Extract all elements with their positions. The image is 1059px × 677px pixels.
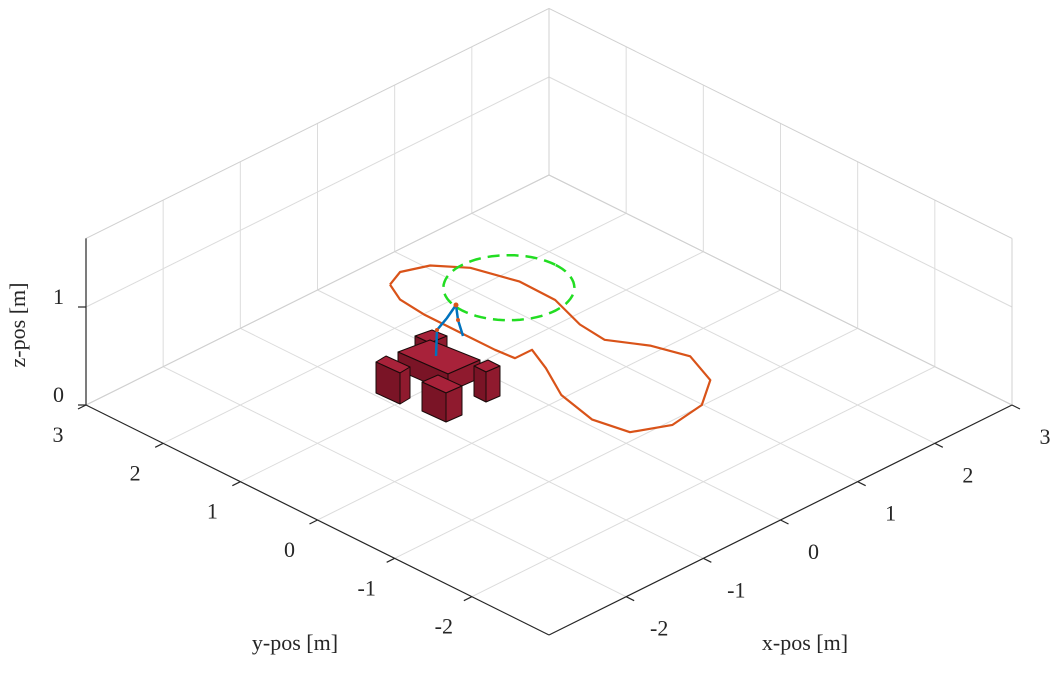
z-tick-label: 1 bbox=[53, 284, 64, 309]
x-tick-label: 0 bbox=[808, 539, 819, 564]
y-tick-label: 0 bbox=[284, 537, 295, 562]
trajectory-line bbox=[389, 264, 712, 434]
robot-block bbox=[399, 366, 411, 405]
arm-joint bbox=[435, 328, 439, 332]
y-tick bbox=[232, 481, 241, 487]
x-tick bbox=[934, 442, 944, 448]
target-circle bbox=[442, 253, 576, 322]
x-tick bbox=[625, 596, 635, 602]
grid-line bbox=[471, 366, 936, 598]
y-tick-label: 2 bbox=[130, 460, 141, 485]
box-edge bbox=[85, 174, 550, 406]
y-tick bbox=[309, 519, 318, 525]
y-tick bbox=[77, 404, 87, 410]
x-tick-label: -1 bbox=[727, 577, 745, 602]
grid-line bbox=[548, 76, 1013, 308]
grid-line bbox=[394, 327, 858, 559]
z-tick-label: 0 bbox=[53, 382, 64, 407]
x-tick bbox=[857, 481, 866, 487]
y-tick bbox=[386, 557, 395, 563]
y-tick-label: -1 bbox=[358, 575, 376, 600]
robot-block bbox=[473, 365, 487, 403]
box-edge bbox=[548, 7, 1013, 239]
x-tick bbox=[1011, 404, 1021, 410]
grid-line bbox=[317, 289, 781, 521]
grid-line bbox=[162, 212, 627, 444]
y-tick-label: 1 bbox=[207, 499, 218, 524]
robot-block bbox=[485, 365, 501, 403]
x-tick-label: 2 bbox=[962, 462, 973, 487]
arm-link bbox=[434, 304, 458, 357]
x-tick-label: 3 bbox=[1040, 424, 1051, 449]
y-tick-label: -2 bbox=[435, 614, 453, 639]
x-axis-label: x-pos [m] bbox=[762, 630, 848, 655]
grid-line bbox=[85, 76, 550, 308]
z-axis-label: z-pos [m] bbox=[5, 283, 30, 368]
robot-block bbox=[445, 385, 463, 423]
x-tick-label: -2 bbox=[650, 616, 668, 641]
box-edge bbox=[548, 174, 1013, 406]
y-tick bbox=[463, 596, 473, 602]
arm-joint bbox=[453, 302, 459, 308]
y-tick bbox=[154, 442, 164, 448]
plot-area bbox=[389, 253, 712, 434]
box-edge bbox=[85, 7, 550, 239]
x-tick-label: 1 bbox=[885, 501, 896, 526]
y-axis-label: y-pos [m] bbox=[252, 630, 338, 655]
robot bbox=[375, 329, 501, 423]
y-tick-label: 3 bbox=[53, 422, 64, 447]
x-tick bbox=[780, 519, 789, 525]
arm-joint bbox=[456, 318, 460, 322]
x-tick bbox=[703, 557, 712, 563]
axes-box: -2 -1 0 1 2 3 -2 -1 0 1 2 3 0 1 bbox=[53, 7, 1051, 641]
robot-arm bbox=[434, 302, 465, 357]
